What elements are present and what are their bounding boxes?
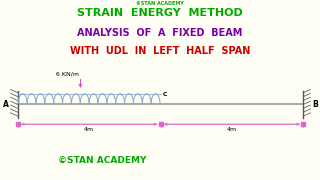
Text: ©STAN ACADEMY: ©STAN ACADEMY [58, 156, 147, 165]
Text: 6 KN/m: 6 KN/m [56, 71, 79, 76]
Text: ANALYSIS  OF  A  FIXED  BEAM: ANALYSIS OF A FIXED BEAM [77, 28, 243, 38]
Text: C: C [163, 92, 168, 97]
Text: STRAIN  ENERGY  METHOD: STRAIN ENERGY METHOD [77, 8, 243, 18]
Text: ©STAN ACADEMY: ©STAN ACADEMY [136, 1, 184, 6]
Text: 4m: 4m [84, 127, 94, 132]
Text: 4m: 4m [227, 127, 237, 132]
Text: WITH  UDL  IN  LEFT  HALF  SPAN: WITH UDL IN LEFT HALF SPAN [70, 46, 250, 56]
Text: A: A [3, 100, 9, 109]
Text: B: B [312, 100, 318, 109]
